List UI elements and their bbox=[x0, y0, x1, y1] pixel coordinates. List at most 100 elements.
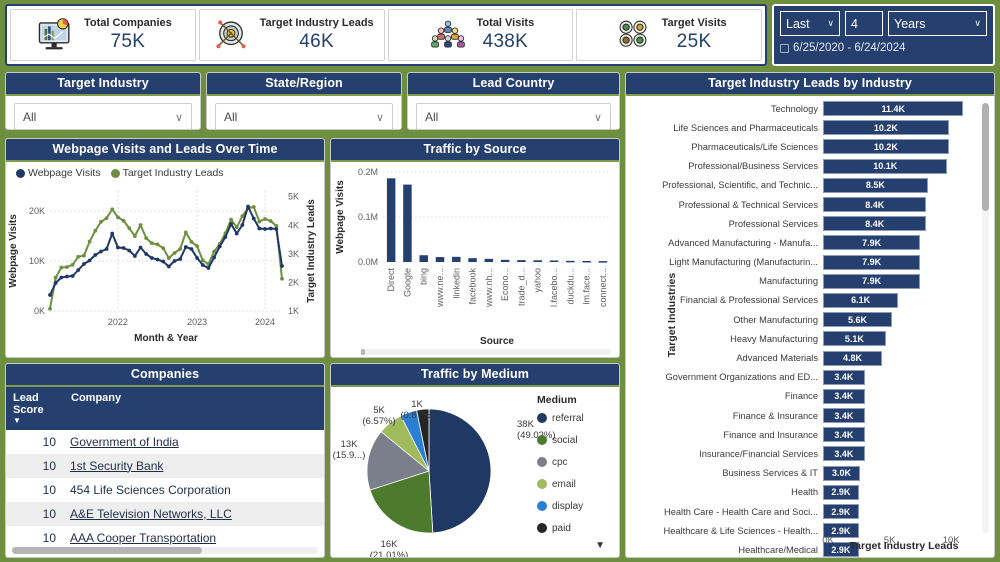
column-header-lead-score[interactable]: Lead Score ▼ bbox=[13, 392, 65, 426]
cell-company-name[interactable]: Government of India bbox=[70, 434, 179, 449]
industry-category-label: Manufacturing bbox=[759, 276, 818, 287]
industry-vertical-scrollbar[interactable] bbox=[982, 103, 989, 533]
kpi-card-target-industry-leads[interactable]: Target Industry Leads 46K bbox=[198, 9, 385, 61]
industry-bar[interactable]: 2.9K bbox=[823, 523, 859, 539]
industry-bar-row[interactable]: Professional, Scientific, and Technic...… bbox=[626, 176, 980, 195]
industry-bar[interactable]: 3.4K bbox=[823, 408, 865, 424]
table-row[interactable]: 10 Government of India bbox=[6, 430, 324, 454]
scrollbar-thumb[interactable] bbox=[982, 103, 989, 211]
kpi-card-target-visits[interactable]: Target Visits 25K bbox=[576, 9, 762, 61]
cell-company-name[interactable]: AAA Cooper Transportation bbox=[70, 530, 217, 545]
industry-bar[interactable]: 3.4K bbox=[823, 427, 865, 443]
cell-company-name[interactable]: 1st Security Bank bbox=[70, 458, 164, 473]
industry-bar[interactable]: 2.9K bbox=[823, 484, 859, 500]
industry-bar[interactable]: 3.4K bbox=[823, 388, 865, 404]
svg-text:Target Industry Leads: Target Industry Leads bbox=[306, 199, 317, 303]
industry-bar[interactable]: 6.1K bbox=[823, 292, 899, 308]
cell-company-name[interactable]: 454 Life Sciences Corporation bbox=[70, 482, 231, 497]
chart-traffic-by-source[interactable]: Traffic by Source 0.0M 0.1M 0.2M Direct Goog… bbox=[330, 138, 620, 358]
table-row[interactable]: 10 AAA Cooper Transportation bbox=[6, 526, 324, 550]
industry-bar-row[interactable]: Manufacturing 7.9K bbox=[626, 272, 980, 291]
industry-bar-rows: Technology 11.4K Life Sciences and Pharmac… bbox=[626, 99, 980, 557]
industry-bar[interactable]: 10.2K bbox=[823, 120, 949, 136]
companies-horizontal-scrollbar[interactable] bbox=[12, 547, 318, 554]
industry-bar-row[interactable]: Financial & Professional Services 6.1K bbox=[626, 291, 980, 310]
industry-bar-row[interactable]: Healthcare/Medical 2.9K bbox=[626, 540, 980, 557]
scrollbar-thumb[interactable] bbox=[361, 349, 365, 355]
source-horizontal-scrollbar[interactable] bbox=[361, 349, 611, 355]
chevron-down-icon: ∨ bbox=[375, 111, 384, 124]
industry-bar-row[interactable]: Other Manufacturing 5.6K bbox=[626, 310, 980, 329]
date-amount-input[interactable]: 4 bbox=[845, 11, 883, 36]
state-region-dropdown[interactable]: All ∨ bbox=[215, 103, 393, 129]
industry-bar-row[interactable]: Government Organizations and ED... 3.4K bbox=[626, 368, 980, 387]
industry-bar[interactable]: 10.2K bbox=[823, 139, 949, 155]
legend-item-target-industry-leads[interactable]: Target Industry Leads bbox=[110, 167, 224, 179]
industry-bar-track: 3.0K bbox=[823, 465, 980, 481]
industry-bar-track: 10.2K bbox=[823, 139, 980, 155]
svg-text:social: social bbox=[552, 435, 578, 446]
scrollbar-thumb[interactable] bbox=[12, 547, 202, 554]
industry-bar-row[interactable]: Advanced Manufacturing - Manufa... 7.9K bbox=[626, 233, 980, 252]
industry-bar-track: 8.4K bbox=[823, 197, 980, 213]
lead-country-dropdown[interactable]: All ∨ bbox=[416, 103, 611, 129]
cell-company-name[interactable]: A&E Television Networks, LLC bbox=[70, 506, 232, 521]
industry-bar-row[interactable]: Professional Services 8.4K bbox=[626, 214, 980, 233]
industry-bar-row[interactable]: Finance and Insurance 3.4K bbox=[626, 425, 980, 444]
kpi-strip: Total Companies 75K Target Industry Lead… bbox=[5, 4, 767, 66]
industry-bar[interactable]: 3.4K bbox=[823, 369, 865, 385]
industry-bar-row[interactable]: Technology 11.4K bbox=[626, 99, 980, 118]
industry-bar-track: 2.9K bbox=[823, 523, 980, 539]
industry-bar-row[interactable]: Life Sciences and Pharmaceuticals 10.2K bbox=[626, 118, 980, 137]
industry-category-label: Finance bbox=[784, 391, 818, 402]
kpi-card-total-companies[interactable]: Total Companies 75K bbox=[10, 9, 196, 61]
industry-bar-row[interactable]: Heavy Manufacturing 5.1K bbox=[626, 329, 980, 348]
industry-bar[interactable]: 3.4K bbox=[823, 446, 865, 462]
column-header-company[interactable]: Company bbox=[71, 392, 122, 404]
industry-bar[interactable]: 2.9K bbox=[823, 542, 859, 557]
industry-bar-row[interactable]: Finance 3.4K bbox=[626, 387, 980, 406]
chart-webpage-visits-and-leads-over-time[interactable]: Webpage Visits and Leads Over Time Webpa… bbox=[5, 138, 325, 358]
legend-item-webpage-visits[interactable]: Webpage Visits bbox=[16, 167, 101, 179]
date-relation-dropdown[interactable]: Last ∨ bbox=[780, 11, 840, 36]
target-industry-dropdown[interactable]: All ∨ bbox=[14, 103, 192, 129]
industry-bar[interactable]: 11.4K bbox=[823, 101, 964, 117]
industry-bar-row[interactable]: Business Services & IT 3.0K bbox=[626, 464, 980, 483]
industry-bar-track: 7.9K bbox=[823, 254, 980, 270]
industry-bar-row[interactable]: Professional/Business Services 10.1K bbox=[626, 157, 980, 176]
date-unit-value: Years bbox=[894, 16, 926, 31]
table-row[interactable]: 10 1st Security Bank bbox=[6, 453, 324, 478]
industry-bar-row[interactable]: Health Care - Health Care and Soci... 2.9… bbox=[626, 502, 980, 521]
legend-label: Target Industry Leads bbox=[122, 167, 224, 179]
industry-bar-row[interactable]: Finance & Insurance 3.4K bbox=[626, 406, 980, 425]
industry-bar[interactable]: 3.0K bbox=[823, 465, 860, 481]
table-row[interactable]: 10 A&E Television Networks, LLC bbox=[6, 501, 324, 526]
sort-descending-icon[interactable]: ▼ bbox=[13, 415, 21, 425]
industry-bar-row[interactable]: Professional & Technical Services 8.4K bbox=[626, 195, 980, 214]
industry-bar-row[interactable]: Pharmaceuticals/Life Sciences 10.2K bbox=[626, 137, 980, 156]
industry-bar-row[interactable]: Advanced Materials 4.8K bbox=[626, 348, 980, 367]
industry-bar[interactable]: 8.4K bbox=[823, 216, 927, 232]
industry-bar[interactable]: 7.9K bbox=[823, 254, 921, 270]
industry-bar[interactable]: 2.9K bbox=[823, 504, 859, 520]
industry-bar[interactable]: 10.1K bbox=[823, 158, 948, 174]
industry-bar[interactable]: 8.4K bbox=[823, 197, 927, 213]
chart-target-industry-leads-by-industry[interactable]: Target Industry Leads by Industry Target… bbox=[625, 72, 995, 558]
industry-bar-row[interactable]: Health 2.9K bbox=[626, 483, 980, 502]
industry-bar[interactable]: 8.5K bbox=[823, 177, 928, 193]
industry-bar[interactable]: 7.9K bbox=[823, 273, 921, 289]
industry-bar-row[interactable]: Healthcare & Life Sciences - Health... 2.… bbox=[626, 521, 980, 540]
industry-bar[interactable]: 5.1K bbox=[823, 331, 886, 347]
table-row[interactable]: 10 454 Life Sciences Corporation bbox=[6, 478, 324, 502]
kpi-card-total-visits[interactable]: Total Visits 438K bbox=[387, 9, 574, 61]
industry-bar-row[interactable]: Light Manufacturing (Manufacturin... 7.9K bbox=[626, 253, 980, 272]
legend-expand-caret-icon[interactable]: ▼ bbox=[595, 540, 605, 551]
svg-text:13K: 13K bbox=[341, 439, 359, 450]
chart-traffic-by-medium[interactable]: Traffic by Medium 38K (49.02%) 16K (21.01%)… bbox=[330, 363, 620, 558]
industry-bar-row[interactable]: Insurance/Financial Services 3.4K bbox=[626, 444, 980, 463]
date-unit-dropdown[interactable]: Years ∨ bbox=[888, 11, 987, 36]
industry-bar-track: 3.4K bbox=[823, 408, 980, 424]
industry-bar[interactable]: 7.9K bbox=[823, 235, 921, 251]
industry-bar[interactable]: 5.6K bbox=[823, 312, 892, 328]
industry-bar[interactable]: 4.8K bbox=[823, 350, 883, 366]
